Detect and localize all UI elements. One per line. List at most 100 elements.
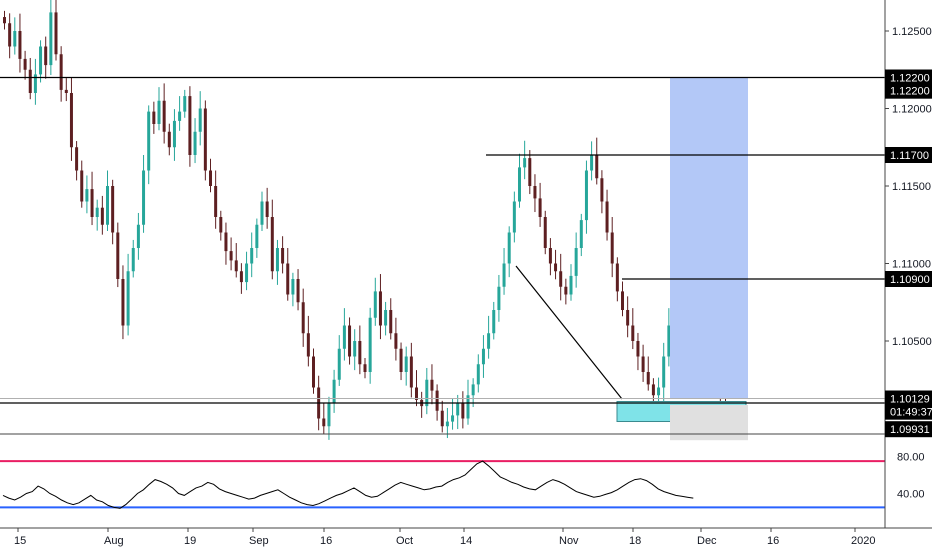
candle-body <box>44 46 48 66</box>
candle-body <box>152 111 156 124</box>
candle-body <box>564 286 568 295</box>
candle-body <box>64 89 68 93</box>
level-price-label: 1.12200 <box>890 86 930 98</box>
horizontal-levels[interactable] <box>0 76 885 435</box>
candle-body <box>548 248 552 264</box>
candle-body <box>348 325 352 357</box>
candle-body <box>291 279 295 295</box>
candle-body <box>358 341 362 365</box>
candle-body <box>250 248 254 264</box>
oscillator-pane[interactable] <box>0 460 885 509</box>
candle-body <box>33 74 37 93</box>
candle-body <box>39 46 43 75</box>
candle-body <box>662 356 666 388</box>
candle-body <box>584 170 588 221</box>
candle-body <box>512 201 516 233</box>
candle-body <box>579 220 583 248</box>
time-tick-label: Sep <box>249 535 269 547</box>
time-tick-label: Aug <box>104 535 124 547</box>
candle-body <box>142 170 146 225</box>
stop-zone[interactable] <box>670 405 748 441</box>
candle-body <box>255 224 259 248</box>
candle-body <box>260 201 264 225</box>
candle-body <box>281 248 285 264</box>
price-tick-label: 1.12500 <box>892 26 932 38</box>
candle-body <box>507 232 511 264</box>
trendline[interactable] <box>515 265 623 400</box>
candle-body <box>332 379 336 403</box>
candle-body <box>559 271 563 287</box>
candle-body <box>389 310 393 334</box>
candle-body <box>49 12 53 66</box>
candle-body <box>100 207 104 225</box>
candle-body <box>219 217 223 233</box>
candle-body <box>657 387 661 396</box>
candle-body <box>543 217 547 248</box>
candle-body <box>646 372 650 385</box>
candle-body <box>451 415 455 422</box>
candle-body <box>363 364 367 372</box>
candle-body <box>116 232 120 279</box>
candle-body <box>234 260 238 272</box>
current-price-label: 1.10129 <box>890 394 930 406</box>
candle-body <box>178 111 182 121</box>
candle-body <box>111 186 115 233</box>
price-labels-layer: 1.122001.117001.109001.101001.122001.101… <box>885 69 932 438</box>
candle-body <box>18 31 22 59</box>
candle-body <box>59 54 63 90</box>
candle-body <box>461 403 465 419</box>
candle-body <box>456 403 460 416</box>
level-price-label-bg <box>885 82 932 99</box>
candle-body <box>69 93 73 148</box>
candle-body <box>306 333 310 357</box>
level-price-label: 1.10900 <box>890 274 930 286</box>
candle-body <box>502 263 506 287</box>
candle-body <box>631 325 635 341</box>
candle-body <box>90 189 94 217</box>
candle-body <box>296 279 300 303</box>
candle-body <box>651 384 655 396</box>
candle-body <box>384 310 388 326</box>
candle-body <box>476 364 480 385</box>
candle-body <box>209 170 212 186</box>
candle-body <box>574 248 578 276</box>
candle-body <box>245 263 249 283</box>
time-tick-label: Nov <box>559 535 579 547</box>
candle-body <box>435 390 439 411</box>
countdown-label-bg <box>885 403 932 420</box>
candle-body <box>312 356 315 388</box>
candle-body <box>172 120 176 148</box>
price-tick-label: 1.10500 <box>892 336 932 348</box>
stop-price-label-bg <box>885 421 932 438</box>
candle-body <box>471 384 475 396</box>
candle-body <box>409 356 413 388</box>
candle-body <box>337 348 341 380</box>
candle-body <box>131 248 135 272</box>
candle-body <box>126 271 130 326</box>
candle-body <box>600 178 604 202</box>
candle-body <box>80 170 84 202</box>
time-tick-label: 18 <box>629 535 641 547</box>
time-tick-label: 16 <box>767 535 779 547</box>
candle-body <box>394 333 398 349</box>
candle-body <box>75 147 79 171</box>
time-tick-label: 14 <box>460 535 472 547</box>
oscillator-line[interactable] <box>2 460 694 509</box>
candle-body <box>492 310 496 334</box>
target-zone[interactable] <box>670 77 748 399</box>
candle-body <box>533 186 537 199</box>
candle-body <box>13 31 17 47</box>
price-tick-label: 1.11000 <box>892 259 931 271</box>
candle-body <box>183 96 187 112</box>
candle-body <box>425 379 429 407</box>
candle-body <box>188 96 192 155</box>
candle-body <box>342 325 346 349</box>
level-price-label-bg <box>885 147 932 163</box>
candle-body <box>275 248 279 272</box>
price-tick-label: 1.12000 <box>892 104 932 116</box>
candle-body <box>595 155 599 179</box>
time-tick-label: 15 <box>14 535 26 547</box>
candle-body <box>157 100 161 124</box>
